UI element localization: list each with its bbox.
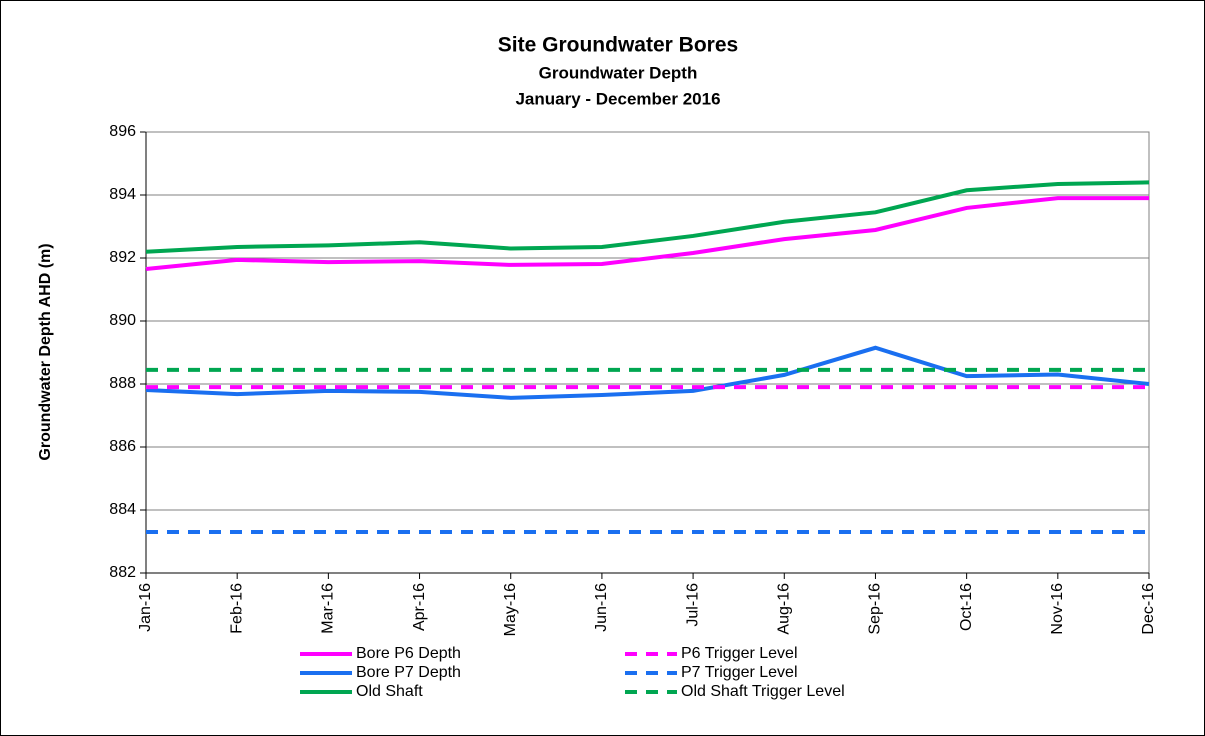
legend-label: Bore P7 Depth <box>356 664 461 681</box>
x-tick-label: Apr-16 <box>411 583 428 631</box>
series-line <box>145 345 1150 400</box>
x-tick-label: Sep-16 <box>867 583 884 635</box>
legend-label: Old Shaft Trigger Level <box>681 683 845 700</box>
y-axis-label: Groundwater Depth AHD (m) <box>37 243 54 460</box>
series-line <box>145 180 1150 254</box>
y-tick-label: 892 <box>109 249 136 266</box>
x-tick-label: May-16 <box>502 583 519 636</box>
legend-label: P7 Trigger Level <box>681 664 798 681</box>
chart-title: Site Groundwater Bores <box>498 34 738 57</box>
x-tick-label: Jul-16 <box>684 583 701 627</box>
y-tick-label: 882 <box>109 564 136 581</box>
legend-label: P6 Trigger Level <box>681 645 798 662</box>
y-tick-label: 884 <box>109 501 136 518</box>
y-tick-label: 896 <box>109 123 136 140</box>
chart-subtitle: Groundwater Depth <box>539 63 698 82</box>
legend-label: Bore P6 Depth <box>356 645 461 662</box>
series-line <box>145 196 1149 272</box>
x-tick-label: Feb-16 <box>228 583 245 634</box>
x-tick-label: Dec-16 <box>1140 583 1157 635</box>
y-tick-label: 886 <box>109 438 136 455</box>
x-tick-label: Jun-16 <box>593 583 610 632</box>
chart-subtitle: January - December 2016 <box>515 89 720 108</box>
y-tick-label: 894 <box>109 186 136 203</box>
x-tick-label: Mar-16 <box>320 583 337 634</box>
legend-label: Old Shaft <box>356 683 423 700</box>
x-tick-label: Jan-16 <box>137 583 154 632</box>
y-tick-label: 890 <box>109 312 136 329</box>
y-tick-label: 888 <box>109 375 136 392</box>
x-tick-label: Nov-16 <box>1049 583 1066 635</box>
x-tick-label: Oct-16 <box>958 583 975 631</box>
x-tick-label: Aug-16 <box>775 583 792 635</box>
